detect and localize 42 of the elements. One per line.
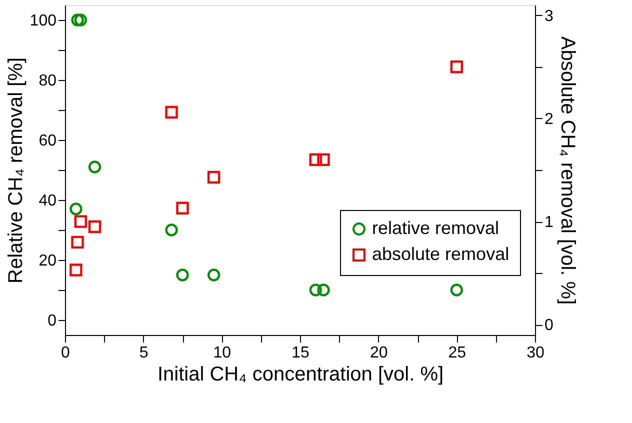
point — [165, 224, 178, 236]
point — [176, 268, 189, 282]
x-tick-label: 30 — [526, 344, 544, 362]
x-tick-label: 0 — [61, 344, 70, 362]
y-tick-label: 0 — [48, 312, 57, 330]
legend-label: absolute removal — [372, 244, 510, 264]
x-axis-title: Initial CH₄ concentration [vol. %] — [157, 364, 444, 386]
x-tick-label: 15 — [292, 344, 310, 362]
point — [450, 284, 464, 296]
point — [88, 220, 102, 234]
point — [317, 153, 330, 166]
point — [309, 284, 322, 296]
point — [74, 14, 88, 26]
y2-tick-label: 3 — [544, 8, 554, 25]
y2-tick-label: 0 — [544, 317, 554, 334]
legend-label: relative removal — [372, 218, 500, 238]
y-tick-label: 80 — [38, 72, 57, 90]
x-tick-label: 20 — [370, 344, 388, 362]
x-tick-label: 5 — [139, 344, 148, 362]
y-axis-title: Relative CH₄ removal [%] — [4, 57, 27, 284]
point — [207, 170, 220, 184]
y2-axis-title: Absolute CH₄ removal [vol. %] — [556, 36, 578, 305]
point — [70, 202, 82, 216]
point — [176, 202, 189, 214]
point — [309, 153, 322, 166]
y-tick-label: 100 — [30, 12, 57, 30]
point — [74, 215, 88, 228]
x-tick-label: 10 — [213, 344, 232, 362]
point — [71, 236, 84, 249]
point — [450, 60, 464, 74]
point — [71, 14, 84, 26]
y2-tick-label: 1 — [544, 214, 554, 232]
point — [317, 284, 330, 296]
point — [207, 268, 220, 282]
point — [165, 106, 178, 119]
y-tick-label: 40 — [38, 192, 57, 210]
point — [70, 264, 82, 276]
x-tick-label: 25 — [448, 344, 466, 362]
point — [88, 160, 102, 174]
y2-tick-label: 2 — [544, 110, 554, 128]
y-tick-label: 20 — [38, 252, 57, 270]
y-tick-label: 60 — [38, 132, 57, 150]
